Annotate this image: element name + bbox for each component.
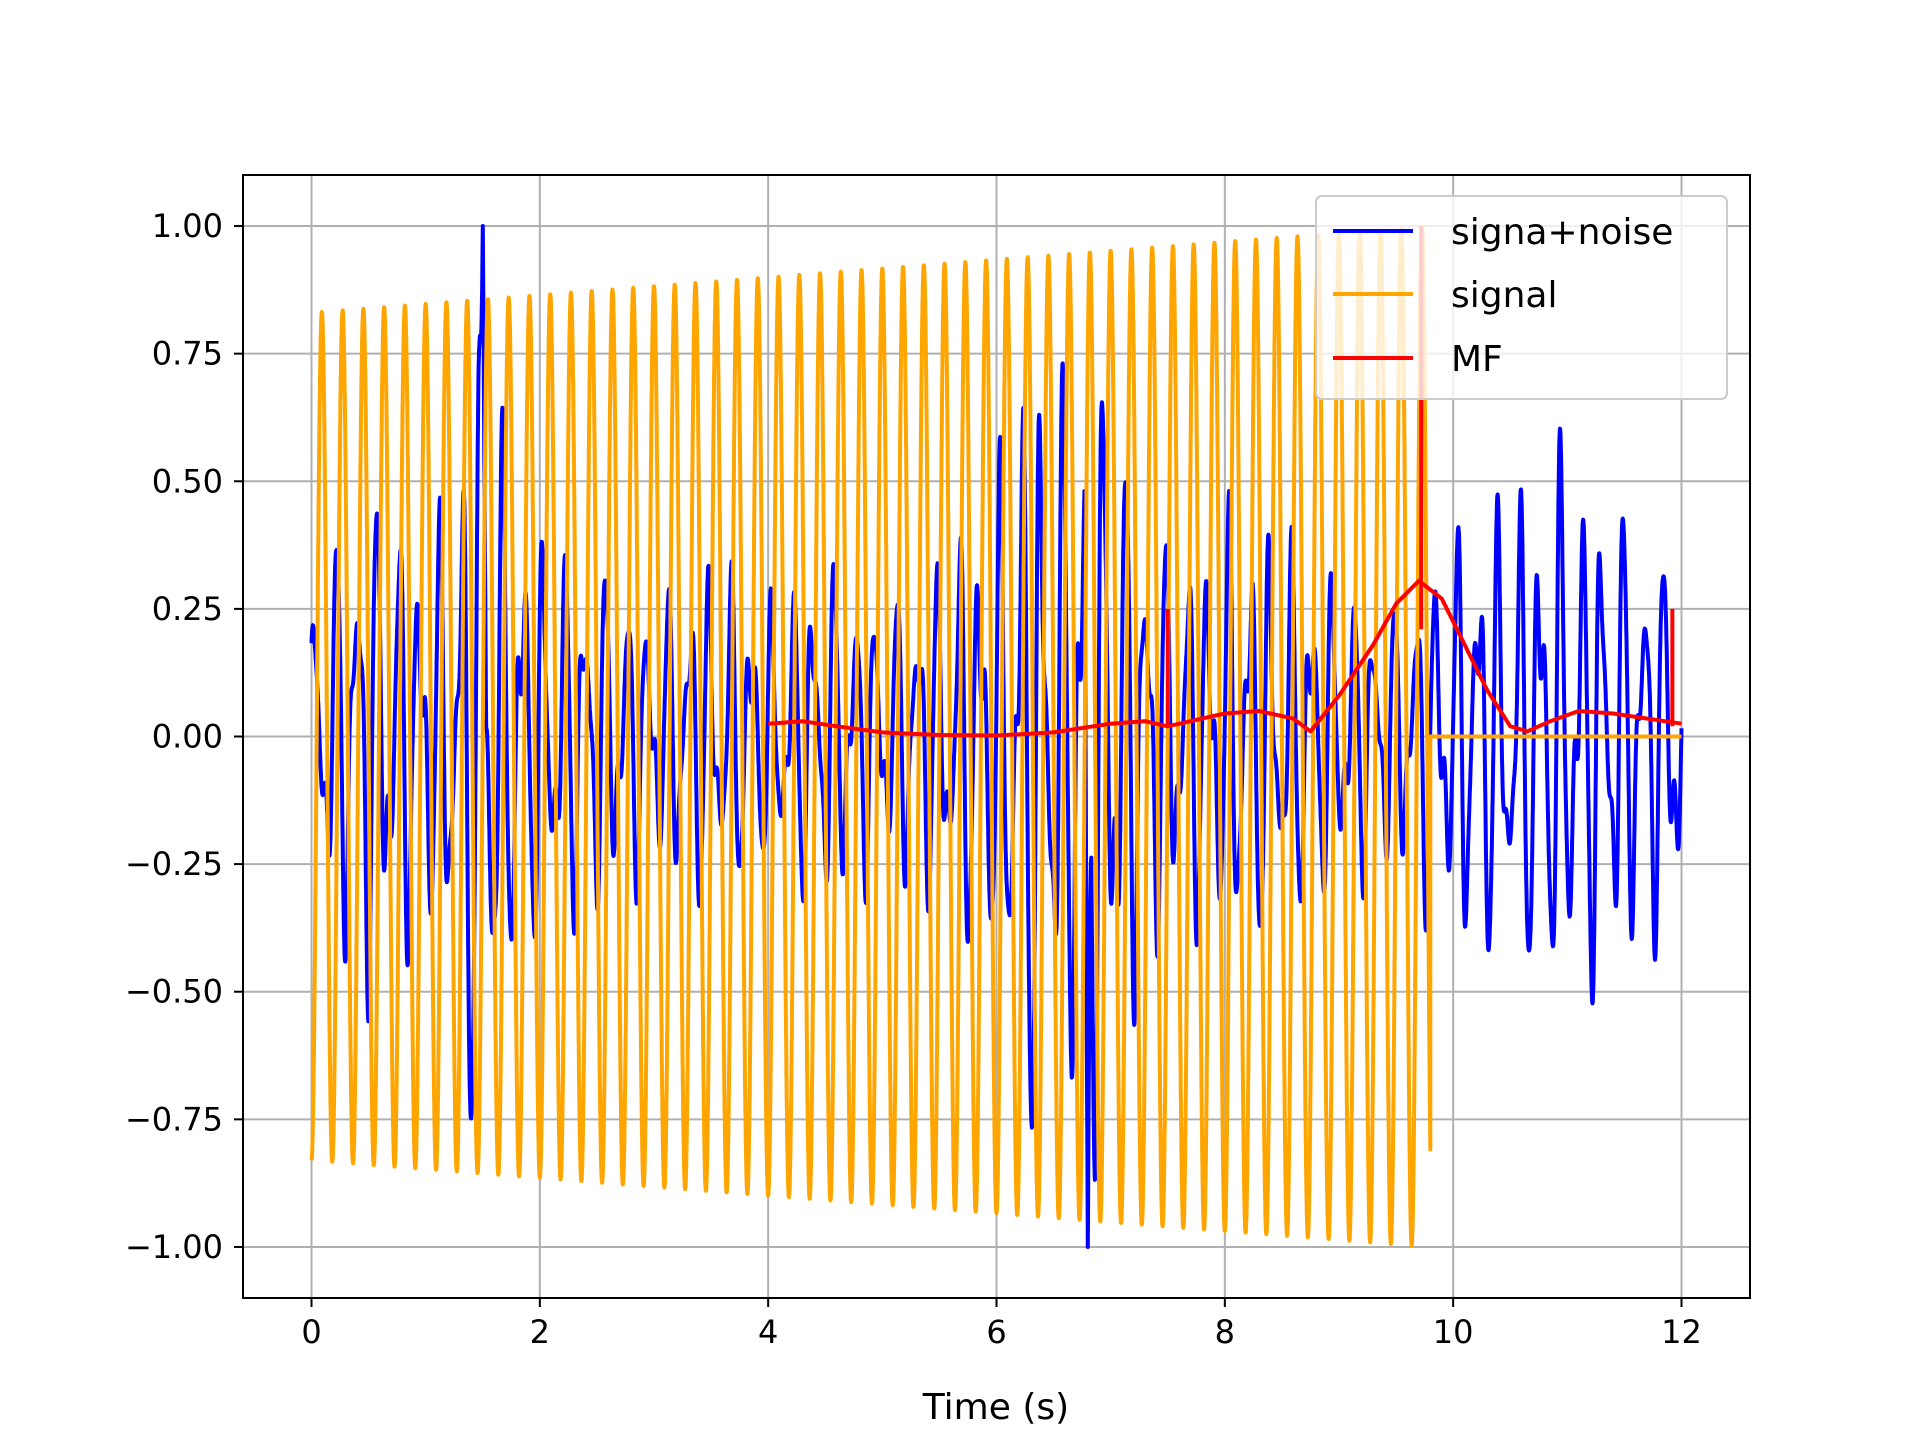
x-axis-title: Time (s) [922, 1387, 1069, 1428]
y-tick-label: −0.75 [125, 1100, 223, 1138]
series-layer [309, 224, 1684, 1249]
legend-label-signa-noise: signa+noise [1451, 212, 1673, 253]
legend: signa+noise signal MF [1315, 195, 1728, 400]
y-tick-label: −0.50 [125, 973, 223, 1011]
y-tick-label: 0.50 [152, 462, 223, 500]
y-tick-label: 0.75 [152, 335, 223, 373]
y-tick-label: 0.25 [152, 590, 223, 628]
y-tick-label: 0.00 [152, 718, 223, 756]
series-signal [309, 224, 1682, 1248]
legend-label-signal: signal [1451, 275, 1558, 316]
x-tick-label: 12 [1661, 1313, 1702, 1351]
series-signa-noise [309, 224, 1684, 1249]
y-axis: 1.00 0.75 0.50 0.25 0.00 −0.25 −0.50 −0.75 −1.00 [125, 207, 243, 1266]
legend-label-mf: MF [1451, 339, 1503, 380]
series-mf [768, 578, 1682, 738]
x-tick-label: 6 [986, 1313, 1006, 1351]
y-tick-label: −0.25 [125, 845, 223, 883]
x-tick-label: 2 [530, 1313, 550, 1351]
x-tick-label: 0 [301, 1313, 321, 1351]
x-axis: 0 2 4 6 8 10 12 [301, 1298, 1702, 1351]
x-tick-label: 10 [1433, 1313, 1474, 1351]
x-tick-label: 4 [758, 1313, 778, 1351]
x-tick-label: 8 [1215, 1313, 1235, 1351]
y-tick-label: 1.00 [152, 207, 223, 245]
legend-frame [1315, 195, 1728, 400]
y-tick-label: −1.00 [125, 1228, 223, 1266]
